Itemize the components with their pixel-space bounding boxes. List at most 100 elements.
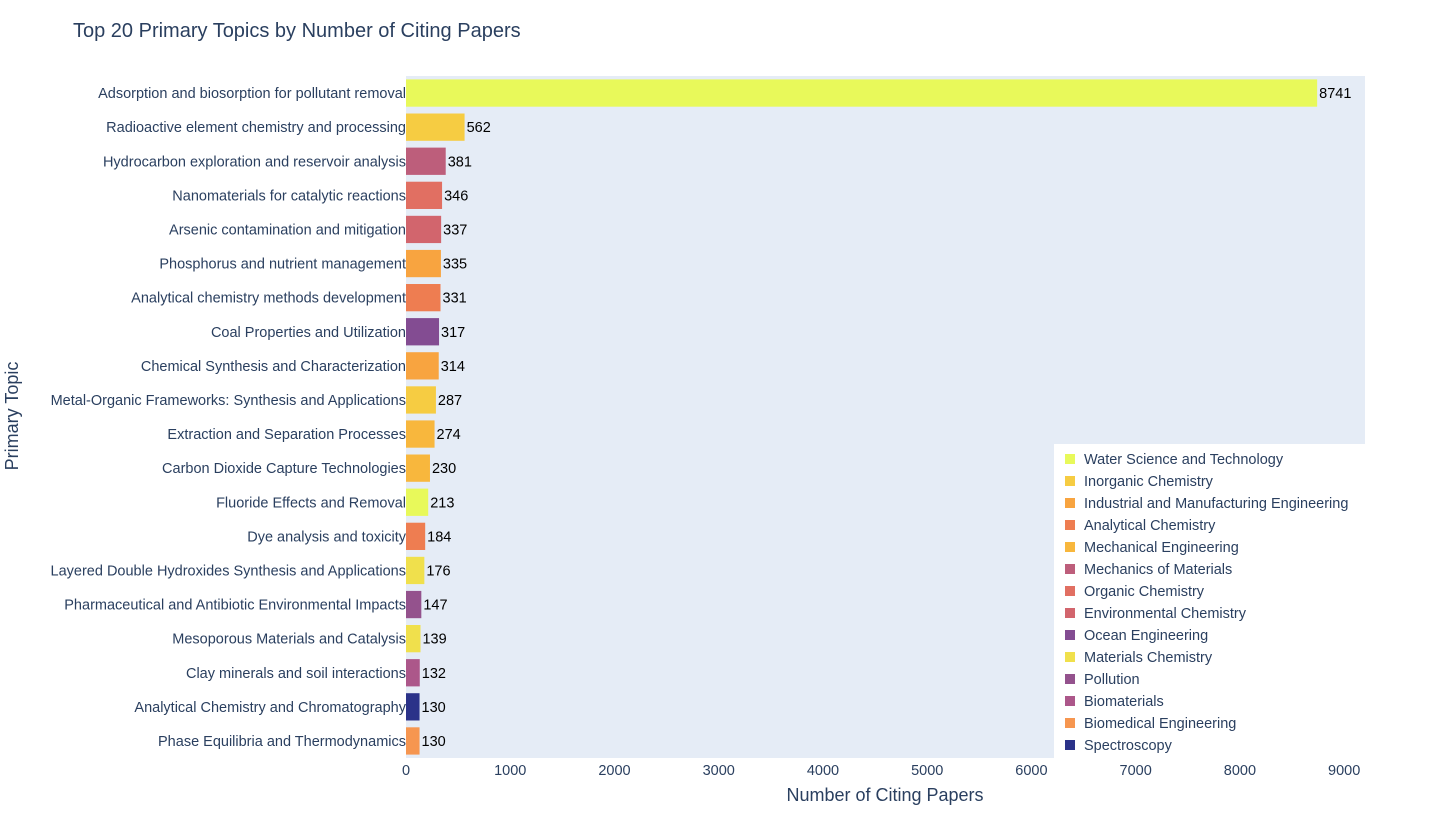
bar[interactable] <box>406 215 442 244</box>
bar[interactable] <box>406 659 420 687</box>
x-tick-label: 2000 <box>598 763 630 779</box>
legend-swatch[interactable] <box>1065 498 1075 508</box>
legend-item-label[interactable]: Biomedical Engineering <box>1084 716 1236 732</box>
bar-value-label: 335 <box>443 257 467 273</box>
legend[interactable]: Water Science and Technology Inorganic Ch… <box>1054 444 1365 758</box>
bar-value-label: 337 <box>443 222 467 238</box>
y-axis-tick-labels: Adsorption and biosorption for pollutant… <box>51 86 407 750</box>
legend-item-label[interactable]: Inorganic Chemistry <box>1084 474 1214 490</box>
legend-swatch[interactable] <box>1065 520 1075 530</box>
bar[interactable] <box>406 79 1318 107</box>
y-tick-label: Radioactive element chemistry and proces… <box>106 120 406 136</box>
bar-value-label: 8741 <box>1319 86 1351 102</box>
legend-swatch[interactable] <box>1065 652 1075 662</box>
bar-value-label: 130 <box>422 734 446 750</box>
bar[interactable] <box>406 488 429 516</box>
bar[interactable] <box>406 318 440 346</box>
bar[interactable] <box>406 693 420 721</box>
bar-value-label: 176 <box>426 563 450 579</box>
legend-item-label[interactable]: Biomaterials <box>1084 694 1164 710</box>
y-tick-label: Phosphorus and nutrient management <box>159 257 406 273</box>
y-tick-label: Mesoporous Materials and Catalysis <box>172 632 406 648</box>
y-tick-label: Analytical Chemistry and Chromatography <box>134 700 406 716</box>
bar[interactable] <box>406 147 446 175</box>
legend-swatch[interactable] <box>1065 608 1075 618</box>
bar-value-label: 147 <box>423 598 447 614</box>
y-tick-label: Coal Properties and Utilization <box>211 325 406 341</box>
legend-item-label[interactable]: Water Science and Technology <box>1084 452 1284 468</box>
y-tick-label: Carbon Dioxide Capture Technologies <box>162 461 406 477</box>
legend-item-label[interactable]: Organic Chemistry <box>1084 584 1205 600</box>
chart-title: Top 20 Primary Topics by Number of Citin… <box>73 20 521 42</box>
y-axis-title: Primary Topic <box>2 362 22 471</box>
bar[interactable] <box>406 727 420 755</box>
legend-item-label[interactable]: Environmental Chemistry <box>1084 606 1247 622</box>
legend-swatch[interactable] <box>1065 454 1075 464</box>
legend-swatch[interactable] <box>1065 542 1075 552</box>
legend-swatch[interactable] <box>1065 564 1075 574</box>
legend-swatch[interactable] <box>1065 696 1075 706</box>
bar-value-label: 314 <box>441 359 465 375</box>
x-tick-label: 0 <box>402 763 410 779</box>
legend-item-label[interactable]: Pollution <box>1084 672 1140 688</box>
bar-value-label: 562 <box>467 120 491 136</box>
legend-swatch[interactable] <box>1065 718 1075 728</box>
legend-item-label[interactable]: Industrial and Manufacturing Engineering <box>1084 496 1348 512</box>
legend-item-label[interactable]: Mechanical Engineering <box>1084 540 1239 556</box>
y-tick-label: Dye analysis and toxicity <box>247 529 407 545</box>
bar-value-label: 132 <box>422 666 446 682</box>
x-tick-label: 6000 <box>1015 763 1047 779</box>
bar[interactable] <box>406 386 436 414</box>
y-tick-label: Nanomaterials for catalytic reactions <box>172 188 406 204</box>
y-tick-label: Phase Equilibria and Thermodynamics <box>158 734 406 750</box>
bar[interactable] <box>406 352 439 380</box>
x-tick-label: 9000 <box>1328 763 1360 779</box>
x-axis-title: Number of Citing Papers <box>786 785 983 805</box>
bar[interactable] <box>406 454 430 482</box>
bar[interactable] <box>406 113 465 141</box>
x-tick-label: 3000 <box>703 763 735 779</box>
x-axis-tick-labels: 0 1000 2000 3000 4000 5000 6000 7000 8000 9000 <box>402 763 1360 779</box>
y-tick-label: Hydrocarbon exploration and reservoir an… <box>103 154 406 170</box>
legend-swatch[interactable] <box>1065 674 1075 684</box>
legend-swatch[interactable] <box>1065 630 1075 640</box>
bar[interactable] <box>406 284 441 312</box>
bar[interactable] <box>406 625 421 653</box>
legend-item-label[interactable]: Ocean Engineering <box>1084 628 1208 644</box>
bar[interactable] <box>406 420 435 448</box>
y-tick-label: Metal-Organic Frameworks: Synthesis and … <box>51 393 406 409</box>
legend-item-label[interactable]: Materials Chemistry <box>1084 650 1213 666</box>
x-tick-label: 1000 <box>494 763 526 779</box>
y-tick-label: Layered Double Hydroxides Synthesis and … <box>51 563 406 579</box>
bar-value-label: 331 <box>443 291 467 307</box>
legend-background <box>1054 444 1365 758</box>
x-tick-label: 4000 <box>807 763 839 779</box>
bar[interactable] <box>406 590 422 619</box>
legend-item-label[interactable]: Analytical Chemistry <box>1084 518 1216 534</box>
bar-value-label: 139 <box>422 632 446 648</box>
x-tick-label: 5000 <box>911 763 943 779</box>
y-tick-label: Adsorption and biosorption for pollutant… <box>98 86 406 102</box>
legend-swatch[interactable] <box>1065 586 1075 596</box>
x-tick-label: 7000 <box>1120 763 1152 779</box>
bar[interactable] <box>406 522 426 550</box>
bar[interactable] <box>406 249 441 278</box>
legend-item-label[interactable]: Spectroscopy <box>1084 738 1173 754</box>
bar-value-label: 287 <box>438 393 462 409</box>
y-tick-label: Pharmaceutical and Antibiotic Environmen… <box>64 598 406 614</box>
legend-swatch[interactable] <box>1065 740 1075 750</box>
bar-value-label: 130 <box>422 700 446 716</box>
bar[interactable] <box>406 556 425 585</box>
y-tick-label: Extraction and Separation Processes <box>167 427 406 443</box>
bar-value-label: 274 <box>437 427 461 443</box>
y-tick-label: Chemical Synthesis and Characterization <box>141 359 406 375</box>
bar-value-label: 184 <box>427 529 451 545</box>
bar[interactable] <box>406 181 443 209</box>
legend-swatch[interactable] <box>1065 476 1075 486</box>
legend-item-label[interactable]: Mechanics of Materials <box>1084 562 1232 578</box>
y-tick-label: Analytical chemistry methods development <box>131 291 406 307</box>
y-tick-label: Arsenic contamination and mitigation <box>169 222 406 238</box>
x-tick-label: 8000 <box>1224 763 1256 779</box>
bar-value-label: 230 <box>432 461 456 477</box>
